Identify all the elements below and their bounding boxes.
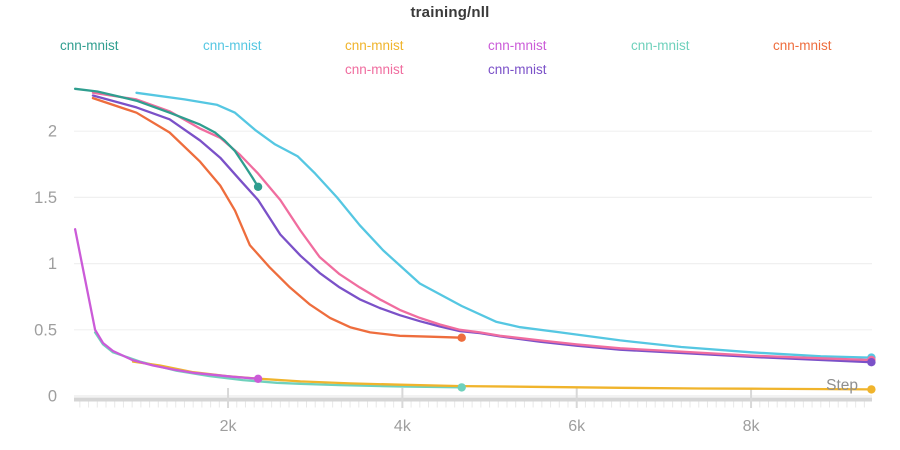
legend-item-run-5[interactable]: cnn-mnist xyxy=(631,38,690,53)
legend-item-run-1[interactable]: cnn-mnist xyxy=(60,38,119,53)
series-line-6[interactable] xyxy=(91,96,463,339)
series-end-dot-8[interactable] xyxy=(867,358,876,367)
series-line-1[interactable] xyxy=(73,87,260,188)
y-tick-label: 1 xyxy=(48,255,57,273)
legend-item-run-7[interactable]: cnn-mnist xyxy=(345,62,404,77)
y-tick-label: 2 xyxy=(48,123,57,141)
x-tick-label: 8k xyxy=(743,418,761,435)
x-tick-label: 4k xyxy=(394,418,412,435)
x-axis-title: Step xyxy=(826,377,858,394)
series-end-dot-5[interactable] xyxy=(457,383,466,392)
y-tick-label: 0 xyxy=(48,388,57,406)
legend-item-run-2[interactable]: cnn-mnist xyxy=(203,38,262,53)
y-tick-label: 1.5 xyxy=(34,189,57,207)
series-line-7[interactable] xyxy=(91,91,873,362)
series-line-2[interactable] xyxy=(135,91,873,359)
legend-item-run-6[interactable]: cnn-mnist xyxy=(773,38,832,53)
series-end-dot-1[interactable] xyxy=(253,182,263,191)
series-line-8[interactable] xyxy=(91,94,873,364)
series-end-dot-6[interactable] xyxy=(457,333,466,342)
chart-title: training/nll xyxy=(410,4,490,21)
x-axis-line xyxy=(74,397,872,402)
series-end-dot-4[interactable] xyxy=(253,374,263,383)
x-tick-label: 6k xyxy=(568,418,586,435)
x-tick-label: 2k xyxy=(220,418,238,435)
y-tick-label: 0.5 xyxy=(34,321,57,339)
legend-item-run-4[interactable]: cnn-mnist xyxy=(488,38,547,53)
legend-item-run-8[interactable]: cnn-mnist xyxy=(488,62,547,77)
legend-item-run-3[interactable]: cnn-mnist xyxy=(345,38,404,53)
series-line-3[interactable] xyxy=(131,360,873,391)
legend: cnn-mnist cnn-mnist cnn-mnist cnn-mnist … xyxy=(0,0,900,80)
series-line-4[interactable] xyxy=(73,228,260,380)
series-end-dot-3[interactable] xyxy=(867,385,876,394)
